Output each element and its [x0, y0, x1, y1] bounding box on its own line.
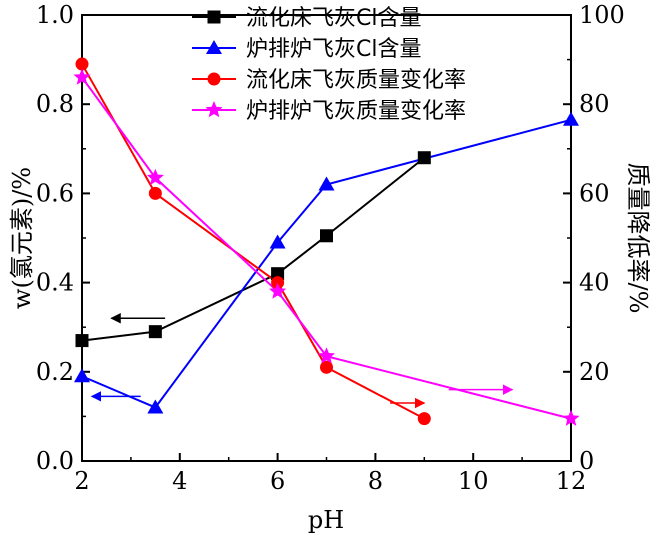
series-markers	[73, 57, 580, 426]
y-right-axis-ticks: 0 20 40 60 80 100	[563, 1, 625, 475]
y-left-axis-title: w(氯元素)/%	[8, 167, 36, 309]
legend-marker-1	[206, 40, 222, 54]
legend-label-1: 炉排炉飞灰Cl含量	[246, 37, 421, 62]
y-right-tick-label: 0	[579, 447, 594, 475]
y-right-tick-label: 100	[579, 1, 625, 29]
legend-marker-3	[205, 101, 223, 118]
legend-label-2: 流化床飞灰质量变化率	[246, 68, 466, 93]
series-2-point	[417, 412, 431, 426]
series-1-point	[74, 368, 90, 383]
series-3-point	[562, 409, 580, 426]
y-left-tick-label: 0.8	[36, 90, 74, 118]
series-0-point	[320, 229, 333, 243]
series-3-point	[73, 68, 91, 85]
legend-marker-0	[207, 10, 221, 24]
y-left-tick-label: 0.2	[36, 358, 74, 386]
x-tick-label: 8	[368, 467, 383, 495]
y-right-tick-label: 80	[579, 90, 610, 118]
x-tick-label: 4	[172, 467, 187, 495]
legend-label-0: 流化床飞灰Cl含量	[246, 6, 421, 31]
series-0-point	[148, 325, 162, 339]
series-1-point	[318, 176, 335, 191]
series-2-point	[148, 186, 162, 200]
x-tick-label: 10	[458, 467, 489, 495]
y-left-tick-label: 0.0	[36, 447, 74, 475]
series-3-point	[146, 168, 164, 186]
x-axis-title: pH	[308, 506, 344, 534]
series-1-point	[563, 111, 579, 126]
series-1-point	[147, 399, 164, 414]
series-2-point	[75, 57, 89, 71]
series-line-0	[81, 156, 425, 342]
x-axis-ticks: 2 4 6 8 10 12	[74, 453, 586, 495]
y-right-tick-label: 20	[579, 358, 610, 386]
series-1-point	[269, 234, 286, 249]
y-left-tick-label: 1.0	[36, 1, 74, 29]
y-right-tick-label: 60	[579, 179, 610, 207]
x-tick-label: 2	[74, 467, 89, 495]
y-left-tick-label: 0.4	[36, 269, 74, 297]
y-left-axis-ticks: 0.0 0.2 0.4 0.6 0.8 1.0	[36, 1, 90, 475]
series-0-point	[75, 334, 89, 348]
series-2-point	[320, 360, 333, 374]
y-left-tick-label: 0.6	[36, 179, 74, 207]
y-right-tick-label: 40	[579, 269, 610, 297]
series-0-point	[271, 267, 285, 281]
x-tick-label: 6	[270, 467, 285, 495]
y-right-axis-title: 质量降低率/%	[624, 163, 650, 314]
legend-label-3: 炉排炉飞灰质量变化率	[246, 99, 466, 124]
legend-marker-2	[207, 72, 221, 86]
series-3-point	[317, 347, 336, 364]
x-tick-label: 12	[556, 467, 587, 495]
series-3-point	[269, 282, 287, 299]
series-0-point	[417, 151, 431, 165]
